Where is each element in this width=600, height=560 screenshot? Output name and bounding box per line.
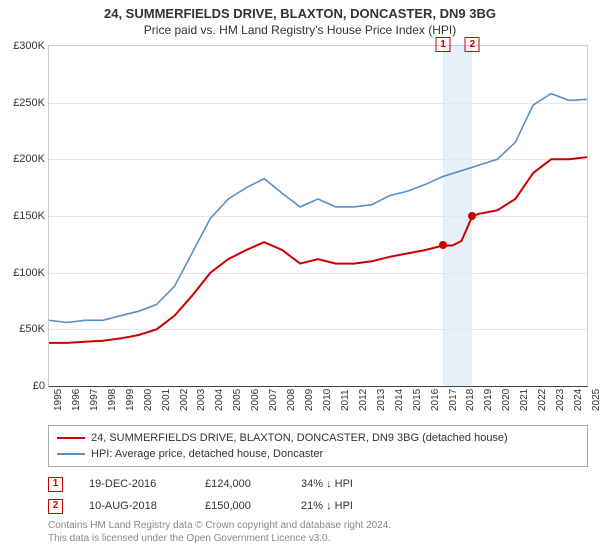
x-axis-label: 1996 [71,399,82,411]
price-chart: £0£50K£100K£150K£200K£250K£300K199519961… [48,45,588,387]
x-axis-label: 2018 [465,399,476,411]
legend-label: HPI: Average price, detached house, Donc… [91,446,323,462]
footer-line: Contains HM Land Registry data © Crown c… [48,519,588,532]
legend-label: 24, SUMMERFIELDS DRIVE, BLAXTON, DONCAST… [91,430,508,446]
x-axis-label: 2014 [394,399,405,411]
footer: Contains HM Land Registry data © Crown c… [48,519,588,545]
sale-price: £150,000 [205,495,275,517]
sale-delta: 21% ↓ HPI [301,495,353,517]
x-axis-label: 2001 [161,399,172,411]
y-axis-label: £300K [5,40,45,52]
x-axis-label: 1995 [53,399,64,411]
x-axis-label: 1998 [107,399,118,411]
x-axis-label: 2013 [376,399,387,411]
x-axis-label: 2025 [591,399,600,411]
x-axis-label: 2021 [519,399,530,411]
x-axis-label: 2016 [430,399,441,411]
series-hpi [49,94,587,323]
x-axis-label: 2003 [196,399,207,411]
x-axis-label: 2007 [268,399,279,411]
sale-date: 10-AUG-2018 [89,495,179,517]
chart-lines [49,46,587,386]
footer-line: This data is licensed under the Open Gov… [48,532,588,545]
y-axis-label: £50K [5,323,45,335]
y-axis-label: £100K [5,267,45,279]
sale-marker-dot [439,241,447,249]
chart-title: 24, SUMMERFIELDS DRIVE, BLAXTON, DONCAST… [10,6,590,21]
x-axis-label: 2023 [555,399,566,411]
sales-table: 1 19-DEC-2016 £124,000 34% ↓ HPI 2 10-AU… [48,473,588,517]
sale-row: 2 10-AUG-2018 £150,000 21% ↓ HPI [48,495,588,517]
legend-swatch [57,437,85,439]
legend: 24, SUMMERFIELDS DRIVE, BLAXTON, DONCAST… [48,425,588,467]
title-block: 24, SUMMERFIELDS DRIVE, BLAXTON, DONCAST… [0,0,600,39]
x-axis-label: 2024 [573,399,584,411]
x-axis-label: 1999 [125,399,136,411]
sale-price: £124,000 [205,473,275,495]
x-axis-label: 2005 [232,399,243,411]
legend-item-property: 24, SUMMERFIELDS DRIVE, BLAXTON, DONCAST… [57,430,579,446]
legend-item-hpi: HPI: Average price, detached house, Donc… [57,446,579,462]
x-axis-label: 2002 [179,399,190,411]
y-axis-label: £250K [5,97,45,109]
legend-swatch [57,453,85,455]
x-axis-label: 2012 [358,399,369,411]
x-axis-label: 2022 [537,399,548,411]
x-axis-label: 2009 [304,399,315,411]
sale-marker: 2 [48,499,63,514]
sale-row: 1 19-DEC-2016 £124,000 34% ↓ HPI [48,473,588,495]
y-axis-label: £0 [5,380,45,392]
x-axis-label: 2006 [250,399,261,411]
x-axis-label: 1997 [89,399,100,411]
series-property [49,157,587,343]
x-axis-label: 2010 [322,399,333,411]
x-axis-label: 2011 [340,399,351,411]
chart-subtitle: Price paid vs. HM Land Registry's House … [10,23,590,37]
y-axis-label: £150K [5,210,45,222]
sale-delta: 34% ↓ HPI [301,473,353,495]
sale-marker: 1 [48,477,63,492]
sale-marker-flag: 1 [435,37,450,52]
x-axis-label: 2017 [448,399,459,411]
sale-date: 19-DEC-2016 [89,473,179,495]
y-axis-label: £200K [5,153,45,165]
x-axis-label: 2004 [214,399,225,411]
x-axis-label: 2020 [501,399,512,411]
x-axis-label: 2008 [286,399,297,411]
x-axis-label: 2019 [483,399,494,411]
sale-marker-flag: 2 [465,37,480,52]
x-axis-label: 2000 [143,399,154,411]
sale-marker-dot [468,212,476,220]
x-axis-label: 2015 [412,399,423,411]
